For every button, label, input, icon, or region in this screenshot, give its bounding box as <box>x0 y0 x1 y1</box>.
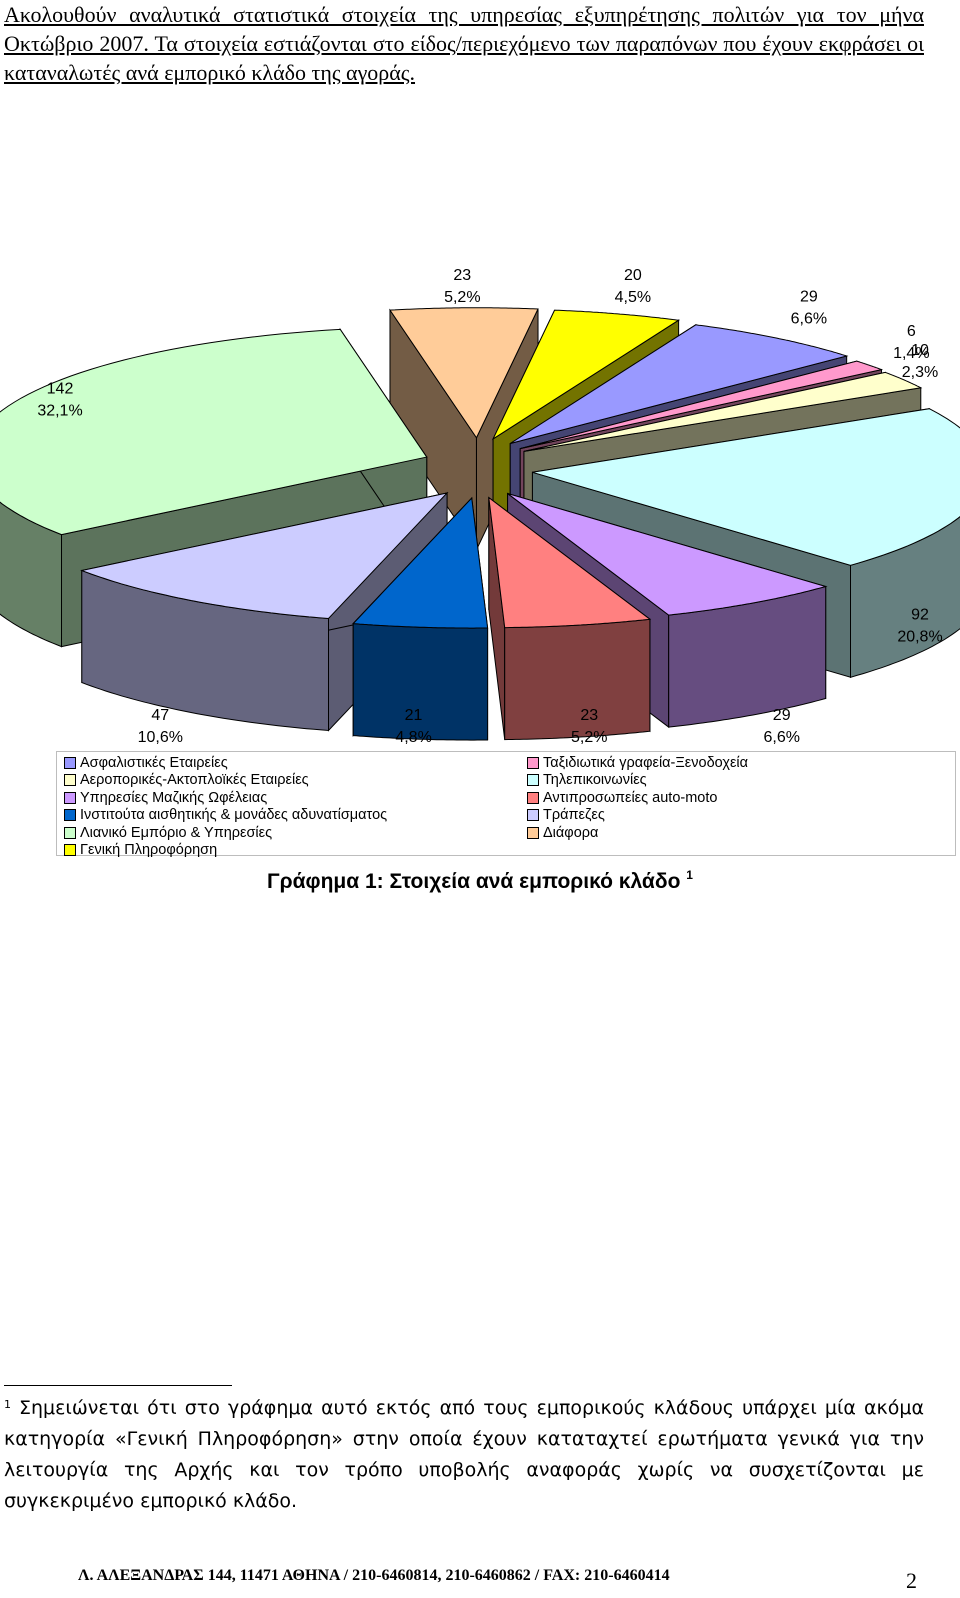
pie-slice-top <box>520 360 883 450</box>
legend-swatch <box>64 809 76 821</box>
data-label-percent: 1,4% <box>893 345 929 362</box>
data-label-value: 20 <box>624 267 642 284</box>
pie-slice-top <box>491 309 681 441</box>
legend-swatch <box>64 791 76 804</box>
legend-label: Ταξιδιωτικά γραφεία-Ξενοδοχεία <box>543 754 749 771</box>
legend-label: Αεροπορικές-Ακτοπλοϊκές Εταιρείες <box>80 772 309 788</box>
pie-slice-top <box>0 328 428 536</box>
pie-slice-5 <box>488 496 652 741</box>
legend-swatch <box>527 826 539 839</box>
legend-label: Διάφορα <box>543 824 599 841</box>
legend-label: Αντιπροσωπείες auto-moto <box>543 789 718 806</box>
pie-slice-top <box>523 371 923 452</box>
data-label-value: 29 <box>800 288 818 305</box>
legend-item: Υπηρεσίες Μαζικής Ωφέλειας <box>64 789 267 806</box>
data-label-value: 142 <box>47 381 74 398</box>
data-label-percent: 6,6% <box>763 729 799 745</box>
pie-slice-side <box>504 618 651 741</box>
pie-slice-top <box>488 496 652 629</box>
footnote-marker: 1 <box>4 1398 11 1411</box>
pie-slice-top <box>352 496 489 629</box>
pie-slice-side <box>850 516 960 678</box>
data-label-percent: 4,5% <box>615 289 651 306</box>
data-label-percent: 2,3% <box>902 364 938 381</box>
chart-caption: Γράφημα 1: Στοιχεία ανά εμπορικό κλάδο 1 <box>0 868 960 894</box>
legend-swatch <box>527 756 539 769</box>
data-label-value: 23 <box>580 707 598 724</box>
data-label-value: 6 <box>907 323 916 340</box>
data-label-value: 29 <box>773 707 791 724</box>
caption-footnote-ref: 1 <box>686 868 693 882</box>
footer-address: Λ. ΑΛΕΞΑΝΔΡΑΣ 144, 11471 ΑΘΗΝΑ / 210-646… <box>78 1567 670 1584</box>
data-label-percent: 5,2% <box>571 729 607 745</box>
legend-item: Ταξιδιωτικά γραφεία-Ξενοδοχεία <box>527 754 748 771</box>
legend-swatch <box>527 791 539 804</box>
legend-item: Αεροπορικές-Ακτοπλοϊκές Εταιρείες <box>64 772 309 789</box>
data-label-percent: 10,6% <box>138 729 183 745</box>
legend-item: Λιανικό Εμπόριο & Υπηρεσίες <box>64 824 272 841</box>
data-label-value: 92 <box>911 606 929 623</box>
legend-label: Γενική Πληροφόρηση <box>80 842 218 858</box>
data-label-percent: 32,1% <box>37 403 82 420</box>
data-label-percent: 20,8% <box>897 628 942 645</box>
data-label-percent: 6,6% <box>791 310 827 327</box>
legend-item: Αντιπροσωπείες auto-moto <box>527 789 717 806</box>
pie-chart-svg: 29 6,6% 6 1,4%10 2,3% 92 20,8% 29 6,6% 23 5,2% 21 4,… <box>0 267 960 746</box>
legend-swatch <box>527 809 539 821</box>
legend-swatch <box>64 826 76 839</box>
legend-item: Ινστιτούτα αισθητικής & μονάδες αδυνατίσ… <box>64 807 387 824</box>
legend-item: Ασφαλιστικές Εταιρείες <box>64 754 228 771</box>
legend-item: Τηλεπικοινωνίες <box>527 772 647 789</box>
legend-item: Γενική Πληροφόρηση <box>64 842 217 859</box>
legend-label: Λιανικό Εμπόριο & Υπηρεσίες <box>80 824 273 841</box>
pie-slice-6 <box>352 496 489 741</box>
data-label-percent: 4,8% <box>395 729 431 745</box>
pie-slice-top <box>509 324 849 444</box>
pie-slice-top <box>80 492 449 620</box>
legend-label: Τηλεπικοινωνίες <box>543 772 647 788</box>
caption-text: Γράφημα 1: Στοιχεία ανά εμπορικό κλάδο <box>267 870 681 893</box>
footnote-separator <box>4 1385 232 1386</box>
legend-item: Τράπεζες <box>527 807 605 824</box>
pie-slice-top <box>532 408 960 566</box>
legend-swatch <box>64 844 76 856</box>
legend-label: Υπηρεσίες Μαζικής Ωφέλειας <box>80 789 268 806</box>
legend-swatch <box>64 774 76 786</box>
page-number: 2 <box>906 1568 917 1593</box>
chart-legend: Ασφαλιστικές Εταιρείες Αεροπορικές-Ακτοπλ… <box>56 751 956 859</box>
legend-swatch <box>64 756 76 769</box>
legend-label: Ινστιτούτα αισθητικής & μονάδες αδυνατίσ… <box>80 807 388 823</box>
footnote-text: Σημειώνεται ότι στο γράφημα αυτό εκτός α… <box>4 1397 924 1512</box>
legend-swatch <box>527 774 539 786</box>
data-label-value: 23 <box>453 267 471 284</box>
legend-label: Ασφαλιστικές Εταιρείες <box>80 754 228 771</box>
data-label-value: 21 <box>405 707 423 724</box>
data-label-percent: 5,2% <box>444 289 480 306</box>
pie-slice-top <box>389 307 539 439</box>
intro-paragraph: Ακολουθούν αναλυτικά στατιστικά στοιχεία… <box>4 2 924 85</box>
pie-slice-top <box>507 493 828 616</box>
data-label-value: 10 <box>911 342 929 359</box>
footnote: 1 Σημειώνεται ότι στο γράφημα αυτό εκτός … <box>4 1393 924 1517</box>
legend-item: Διάφορα <box>527 824 598 841</box>
data-label-value: 47 <box>151 707 169 724</box>
legend-label: Τράπεζες <box>543 807 605 823</box>
